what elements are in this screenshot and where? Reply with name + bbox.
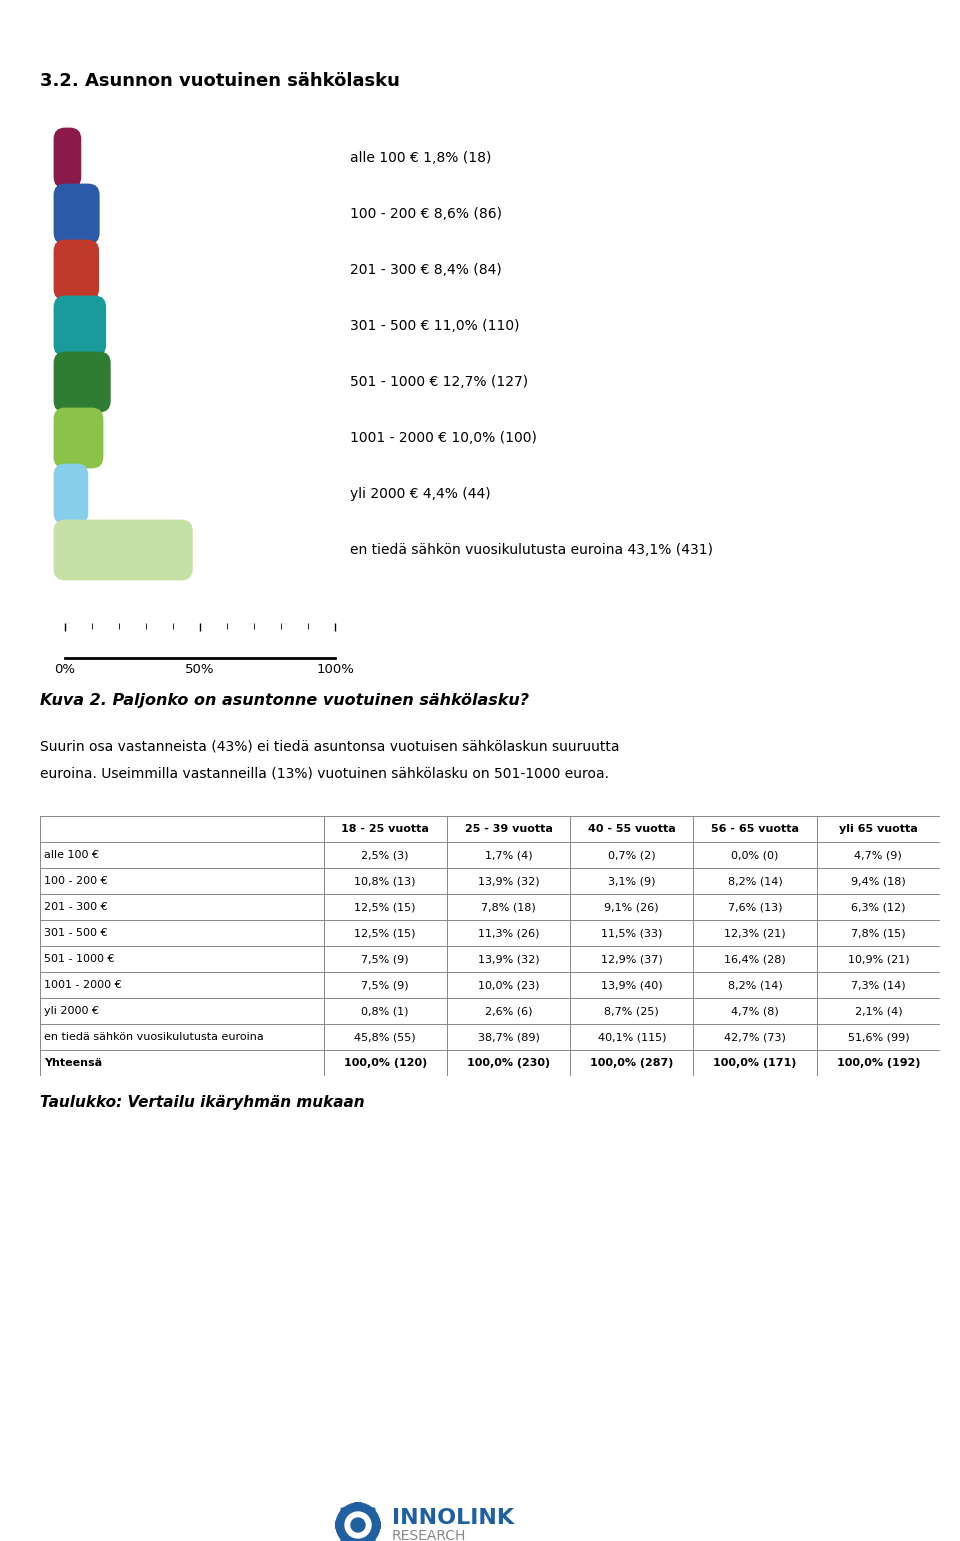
Text: 100,0% (287): 100,0% (287) bbox=[590, 1059, 673, 1068]
Text: 10,8% (13): 10,8% (13) bbox=[354, 875, 416, 886]
Text: 9,4% (18): 9,4% (18) bbox=[851, 875, 905, 886]
Text: 56 - 65 vuotta: 56 - 65 vuotta bbox=[711, 824, 799, 834]
Text: 45,8% (55): 45,8% (55) bbox=[354, 1032, 416, 1042]
Text: 3,1% (9): 3,1% (9) bbox=[608, 875, 656, 886]
Text: 6,3% (12): 6,3% (12) bbox=[852, 901, 905, 912]
Text: 2,6% (6): 2,6% (6) bbox=[485, 1006, 532, 1016]
FancyBboxPatch shape bbox=[54, 408, 104, 468]
Text: 100,0% (120): 100,0% (120) bbox=[344, 1059, 427, 1068]
Text: en tiedä sähkön vuosikulutusta euroina: en tiedä sähkön vuosikulutusta euroina bbox=[44, 1032, 264, 1042]
Text: 25 - 39 vuotta: 25 - 39 vuotta bbox=[465, 824, 552, 834]
FancyBboxPatch shape bbox=[54, 296, 107, 356]
Text: 301 - 500 € 11,0% (110): 301 - 500 € 11,0% (110) bbox=[350, 319, 519, 333]
Text: 100 - 200 € 8,6% (86): 100 - 200 € 8,6% (86) bbox=[350, 206, 502, 220]
Text: euroina. Useimmilla vastanneilla (13%) vuotuinen sähkölasku on 501-1000 euroa.: euroina. Useimmilla vastanneilla (13%) v… bbox=[40, 767, 609, 781]
Text: Taulukko: Vertailu ikäryhmän mukaan: Taulukko: Vertailu ikäryhmän mukaan bbox=[40, 1094, 365, 1110]
Text: 100,0% (171): 100,0% (171) bbox=[713, 1059, 797, 1068]
Text: 16,4% (28): 16,4% (28) bbox=[724, 954, 786, 965]
Text: 100 - 200 €: 100 - 200 € bbox=[44, 875, 108, 886]
Text: 501 - 1000 € 12,7% (127): 501 - 1000 € 12,7% (127) bbox=[350, 374, 528, 388]
Text: 40,1% (115): 40,1% (115) bbox=[597, 1032, 666, 1042]
Text: 201 - 300 €: 201 - 300 € bbox=[44, 901, 108, 912]
Text: 7,6% (13): 7,6% (13) bbox=[728, 901, 782, 912]
Text: 9,1% (26): 9,1% (26) bbox=[605, 901, 660, 912]
Text: 2,1% (4): 2,1% (4) bbox=[854, 1006, 902, 1016]
Text: Kuva 2. Paljonko on asuntonne vuotuinen sähkölasku?: Kuva 2. Paljonko on asuntonne vuotuinen … bbox=[40, 693, 529, 709]
Text: yli 2000 € 4,4% (44): yli 2000 € 4,4% (44) bbox=[350, 487, 491, 501]
Text: 1001 - 2000 € 10,0% (100): 1001 - 2000 € 10,0% (100) bbox=[350, 431, 537, 445]
FancyBboxPatch shape bbox=[54, 183, 100, 245]
Text: alle 100 €: alle 100 € bbox=[44, 851, 99, 860]
Text: 51,6% (99): 51,6% (99) bbox=[848, 1032, 909, 1042]
FancyBboxPatch shape bbox=[54, 351, 110, 413]
Text: 100,0% (230): 100,0% (230) bbox=[467, 1059, 550, 1068]
Text: yli 2000 €: yli 2000 € bbox=[44, 1006, 99, 1016]
FancyBboxPatch shape bbox=[354, 1502, 362, 1510]
Text: 1,7% (4): 1,7% (4) bbox=[485, 851, 532, 860]
Text: 0,8% (1): 0,8% (1) bbox=[361, 1006, 409, 1016]
Text: yli 65 vuotta: yli 65 vuotta bbox=[839, 824, 918, 834]
Text: 201 - 300 € 8,4% (84): 201 - 300 € 8,4% (84) bbox=[350, 264, 502, 277]
Text: 10,9% (21): 10,9% (21) bbox=[848, 954, 909, 965]
Circle shape bbox=[351, 1518, 365, 1532]
Text: 8,2% (14): 8,2% (14) bbox=[728, 875, 782, 886]
Text: 18 - 25 vuotta: 18 - 25 vuotta bbox=[341, 824, 429, 834]
FancyBboxPatch shape bbox=[54, 239, 99, 300]
FancyBboxPatch shape bbox=[373, 1521, 381, 1529]
Text: 13,9% (32): 13,9% (32) bbox=[478, 875, 540, 886]
Text: 42,7% (73): 42,7% (73) bbox=[724, 1032, 786, 1042]
Text: 7,5% (9): 7,5% (9) bbox=[361, 980, 409, 989]
Text: 12,9% (37): 12,9% (37) bbox=[601, 954, 662, 965]
Text: 1001 - 2000 €: 1001 - 2000 € bbox=[44, 980, 122, 989]
Text: MOTIVA OY/  KYSELYTUTKI MUS KULUTUSTIEDON JA ENERGIANSÄÄSTÖNEUVOJEN ANTAMISESTA : MOTIVA OY/ KYSELYTUTKI MUS KULUTUSTIEDON… bbox=[8, 9, 688, 23]
FancyBboxPatch shape bbox=[341, 1535, 348, 1541]
Text: 38,7% (89): 38,7% (89) bbox=[477, 1032, 540, 1042]
Circle shape bbox=[336, 1502, 380, 1541]
Text: Suurin osa vastanneista (43%) ei tiedä asuntonsa vuotuisen sähkölaskun suuruutta: Suurin osa vastanneista (43%) ei tiedä a… bbox=[40, 740, 619, 754]
Text: 7,5% (9): 7,5% (9) bbox=[361, 954, 409, 965]
Text: 301 - 500 €: 301 - 500 € bbox=[44, 928, 108, 938]
FancyBboxPatch shape bbox=[54, 464, 88, 524]
FancyBboxPatch shape bbox=[368, 1507, 375, 1515]
Text: 12,3% (21): 12,3% (21) bbox=[724, 928, 786, 938]
Text: 10,0% (23): 10,0% (23) bbox=[478, 980, 540, 989]
Text: 11,5% (33): 11,5% (33) bbox=[601, 928, 662, 938]
Text: 12,5% (15): 12,5% (15) bbox=[354, 901, 416, 912]
FancyBboxPatch shape bbox=[341, 1507, 348, 1515]
Text: INNOLINK: INNOLINK bbox=[392, 1509, 514, 1529]
Text: 100,0% (192): 100,0% (192) bbox=[836, 1059, 920, 1068]
Text: 4,7% (8): 4,7% (8) bbox=[732, 1006, 779, 1016]
Text: RESEARCH: RESEARCH bbox=[392, 1529, 467, 1541]
Text: Yhteensä: Yhteensä bbox=[44, 1059, 102, 1068]
Text: 0,0% (0): 0,0% (0) bbox=[732, 851, 779, 860]
Text: 8,7% (25): 8,7% (25) bbox=[605, 1006, 660, 1016]
Text: 8,2% (14): 8,2% (14) bbox=[728, 980, 782, 989]
Text: 7,3% (14): 7,3% (14) bbox=[851, 980, 905, 989]
FancyBboxPatch shape bbox=[368, 1535, 375, 1541]
Text: 501 - 1000 €: 501 - 1000 € bbox=[44, 954, 114, 965]
Text: 0,7% (2): 0,7% (2) bbox=[608, 851, 656, 860]
Text: 11,3% (26): 11,3% (26) bbox=[478, 928, 540, 938]
Circle shape bbox=[345, 1512, 371, 1538]
Text: 3.2. Asunnon vuotuinen sähkölasku: 3.2. Asunnon vuotuinen sähkölasku bbox=[40, 72, 400, 89]
FancyBboxPatch shape bbox=[54, 128, 82, 188]
Text: 4,7% (9): 4,7% (9) bbox=[854, 851, 902, 860]
Text: 12,5% (15): 12,5% (15) bbox=[354, 928, 416, 938]
Text: 2,5% (3): 2,5% (3) bbox=[361, 851, 409, 860]
Text: 7,8% (15): 7,8% (15) bbox=[851, 928, 905, 938]
Text: 13,9% (32): 13,9% (32) bbox=[478, 954, 540, 965]
Text: 7,8% (18): 7,8% (18) bbox=[481, 901, 536, 912]
Text: 13,9% (40): 13,9% (40) bbox=[601, 980, 662, 989]
FancyBboxPatch shape bbox=[54, 519, 193, 581]
Text: alle 100 € 1,8% (18): alle 100 € 1,8% (18) bbox=[350, 151, 492, 165]
Text: 40 - 55 vuotta: 40 - 55 vuotta bbox=[588, 824, 676, 834]
FancyBboxPatch shape bbox=[335, 1521, 343, 1529]
Text: en tiedä sähkön vuosikulutusta euroina 43,1% (431): en tiedä sähkön vuosikulutusta euroina 4… bbox=[350, 542, 713, 556]
